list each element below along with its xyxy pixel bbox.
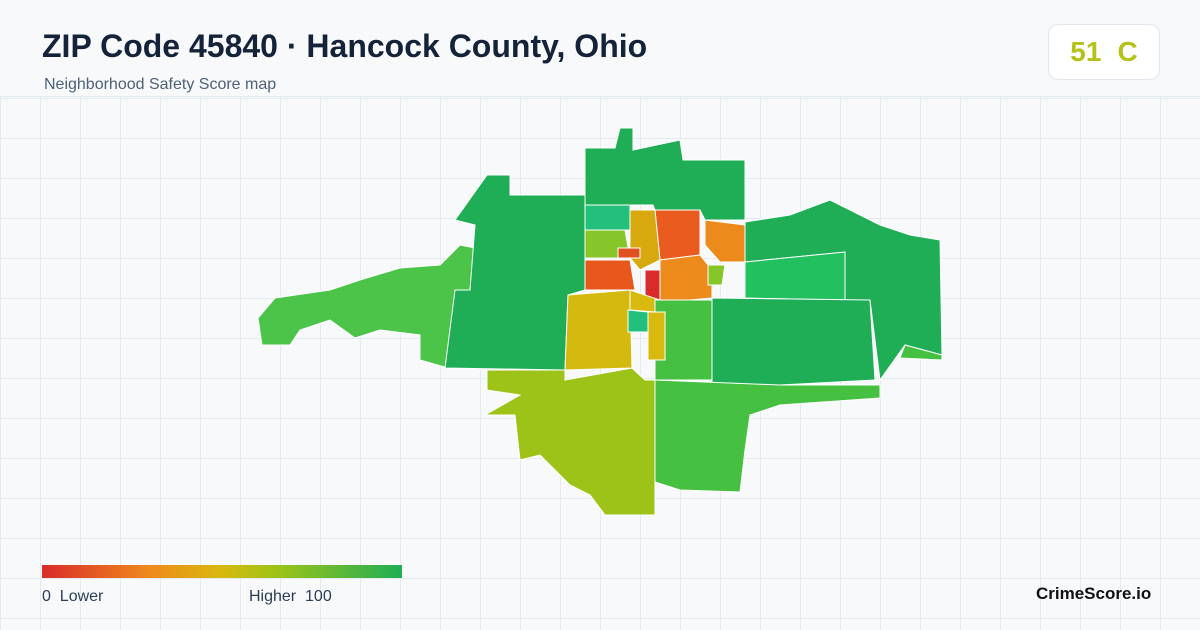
subtitle: Neighborhood Safety Score map bbox=[44, 76, 277, 93]
region bbox=[483, 367, 656, 516]
region bbox=[647, 311, 666, 361]
brand: CrimeScore.io bbox=[1036, 584, 1152, 603]
region bbox=[711, 297, 876, 386]
header: ZIP Code 45840 · Hancock County, Ohio Ne… bbox=[0, 0, 1200, 97]
score-grade: C bbox=[1117, 36, 1138, 67]
region bbox=[659, 254, 713, 301]
score-value: 51 bbox=[1070, 36, 1102, 67]
title: ZIP Code 45840 · Hancock County, Ohio bbox=[42, 28, 648, 64]
region bbox=[704, 219, 746, 263]
region bbox=[627, 309, 649, 333]
score-badge: 51 C bbox=[1048, 24, 1160, 80]
legend-max-label: Higher bbox=[249, 588, 297, 605]
legend-min-value: 0 bbox=[42, 588, 51, 605]
legend-max: Higher 100 bbox=[249, 588, 332, 606]
legend-gradient bbox=[42, 565, 402, 578]
region bbox=[629, 209, 661, 271]
region bbox=[584, 259, 636, 291]
region bbox=[617, 247, 641, 259]
legend-max-value: 100 bbox=[305, 588, 332, 605]
region bbox=[584, 127, 746, 221]
region bbox=[584, 204, 631, 231]
region bbox=[707, 264, 726, 286]
region bbox=[899, 344, 943, 361]
region bbox=[257, 244, 476, 369]
legend-min-label: Lower bbox=[59, 588, 104, 605]
legend-min: 0 Lower bbox=[42, 588, 103, 606]
region bbox=[654, 209, 701, 261]
region bbox=[564, 289, 633, 371]
region bbox=[654, 379, 881, 493]
